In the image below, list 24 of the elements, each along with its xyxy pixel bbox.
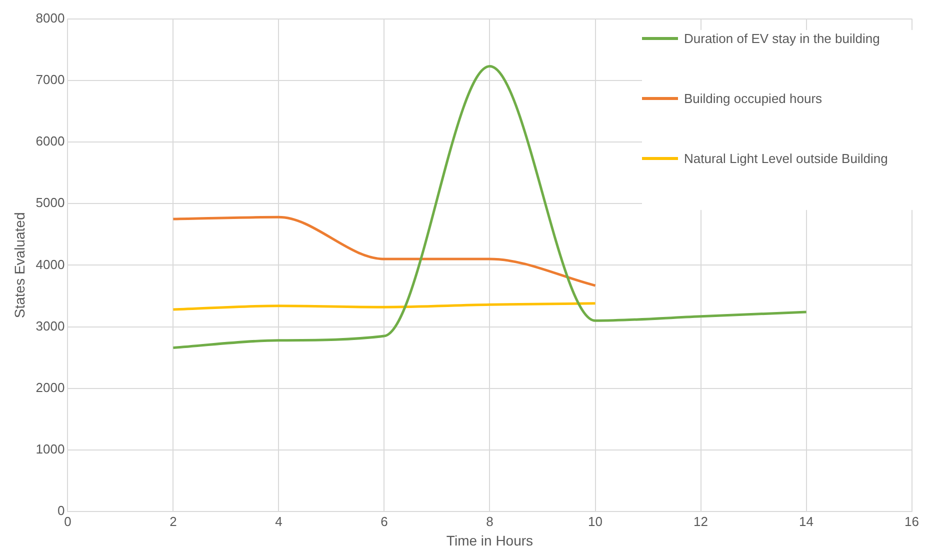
x-tick-label: 6 [380, 514, 388, 529]
x-tick-label: 2 [170, 514, 177, 529]
legend-label: Building occupied hours [684, 90, 822, 108]
x-tick-label: 10 [588, 514, 602, 529]
legend-label: Natural Light Level outside Building [684, 150, 888, 168]
x-tick-label: 8 [486, 514, 494, 529]
x-tick-label: 16 [904, 514, 920, 529]
y-tick-label: 7000 [36, 72, 65, 87]
x-tick-label: 14 [799, 514, 814, 529]
y-tick-label: 1000 [36, 442, 65, 457]
x-tick-label: 4 [275, 514, 282, 529]
y-tick-label: 0 [57, 503, 65, 518]
x-tick-label: 12 [694, 514, 708, 529]
x-axis-title: Time in Hours [446, 532, 534, 548]
line-series [172, 302, 596, 311]
y-tick-label: 3000 [36, 318, 65, 334]
y-tick-label: 6000 [36, 134, 65, 149]
y-tick-label: 4000 [36, 256, 65, 272]
y-axis-title: States Evaluated [11, 212, 28, 318]
y-tick-label: 8000 [36, 10, 65, 26]
line-series [172, 216, 596, 287]
y-tick-label: 5000 [36, 195, 65, 210]
y-tick-label: 2000 [36, 380, 65, 395]
legend-label: Duration of EV stay in the building [684, 30, 880, 48]
